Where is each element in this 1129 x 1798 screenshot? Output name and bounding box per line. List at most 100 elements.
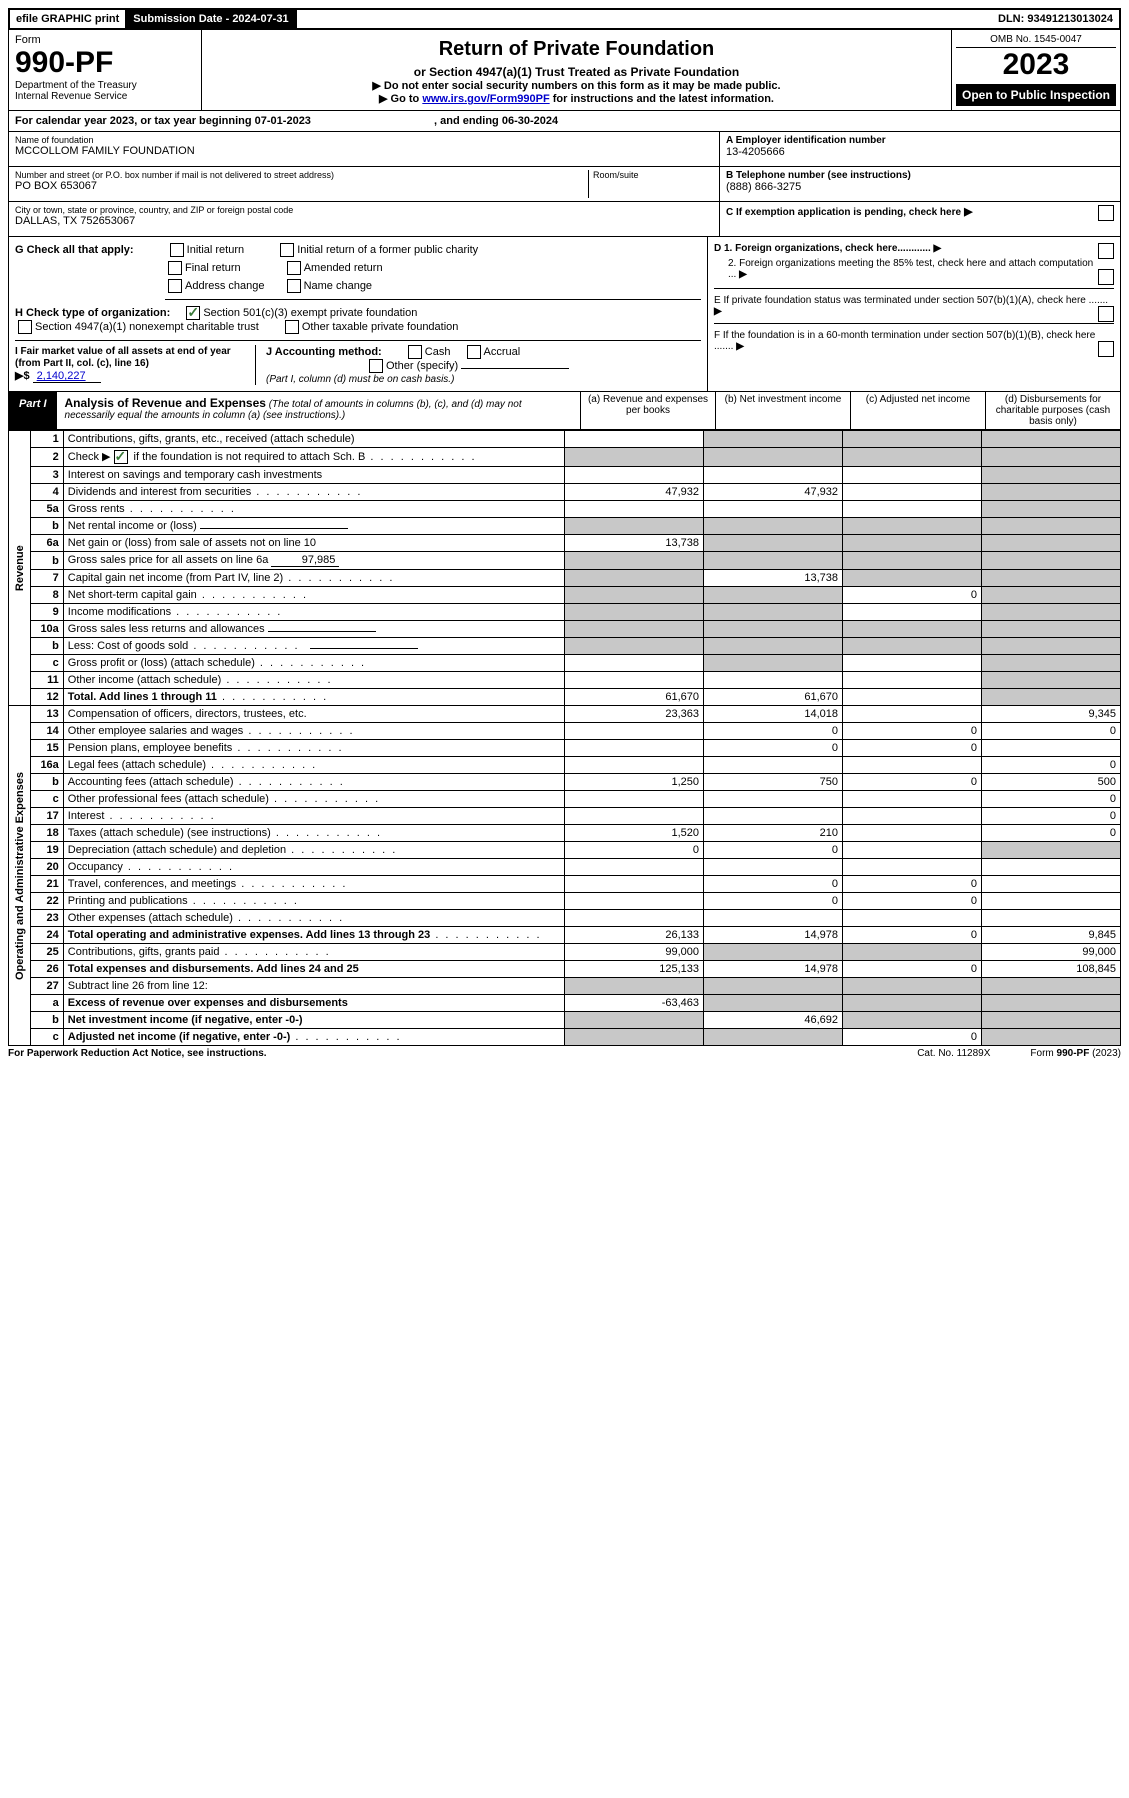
- table-row: bAccounting fees (attach schedule)1,2507…: [9, 774, 1121, 791]
- name-change-chk[interactable]: [287, 279, 301, 293]
- r16b-desc: Accounting fees (attach schedule): [68, 776, 234, 788]
- other-tax-chk[interactable]: [285, 320, 299, 334]
- r26-c: 0: [843, 961, 982, 978]
- r6b-desc: Gross sales price for all assets on line…: [68, 554, 269, 566]
- d1-chk[interactable]: [1098, 243, 1114, 259]
- r7-desc: Capital gain net income (from Part IV, l…: [68, 572, 283, 584]
- r17-d: 0: [982, 808, 1121, 825]
- r17-desc: Interest: [68, 810, 105, 822]
- dept: Department of the Treasury: [15, 80, 195, 91]
- r13-b: 14,018: [704, 706, 843, 723]
- table-row: 16aLegal fees (attach schedule)0: [9, 757, 1121, 774]
- r16b-a: 1,250: [565, 774, 704, 791]
- r27a-a: -63,463: [565, 995, 704, 1012]
- accrual-chk[interactable]: [467, 345, 481, 359]
- table-row: bNet investment income (if negative, ent…: [9, 1012, 1121, 1029]
- f-chk[interactable]: [1098, 341, 1114, 357]
- arrow-icon: ▶: [714, 306, 722, 317]
- r16b-d: 500: [982, 774, 1121, 791]
- r21-b: 0: [704, 876, 843, 893]
- other-specify-input[interactable]: [461, 368, 569, 369]
- c-checkbox[interactable]: [1098, 205, 1114, 221]
- g-initial-former: Initial return of a former public charit…: [297, 244, 478, 256]
- amended-chk[interactable]: [287, 261, 301, 275]
- h-other: Other taxable private foundation: [302, 321, 459, 333]
- table-row: 19Depreciation (attach schedule) and dep…: [9, 842, 1121, 859]
- table-row: 15Pension plans, employee benefits00: [9, 740, 1121, 757]
- form-header: Form 990-PF Department of the Treasury I…: [8, 30, 1121, 111]
- note2-pre: ▶ Go to: [379, 93, 422, 105]
- table-row: bGross sales price for all assets on lin…: [9, 552, 1121, 570]
- schb-chk[interactable]: [114, 450, 128, 464]
- note2: ▶ Go to www.irs.gov/Form990PF for instru…: [210, 92, 943, 105]
- r19-desc: Depreciation (attach schedule) and deple…: [68, 844, 286, 856]
- s501-chk[interactable]: [186, 306, 200, 320]
- r8-desc: Net short-term capital gain: [68, 589, 197, 601]
- r12-desc: Total. Add lines 1 through 11: [68, 691, 217, 703]
- calendar-year-row: For calendar year 2023, or tax year begi…: [8, 111, 1121, 132]
- cash-chk[interactable]: [408, 345, 422, 359]
- r2-post: if the foundation is not required to att…: [131, 451, 366, 463]
- address: PO BOX 653067: [15, 180, 588, 192]
- other-method-chk[interactable]: [369, 359, 383, 373]
- r4-b: 47,932: [704, 484, 843, 501]
- page-footer: For Paperwork Reduction Act Notice, see …: [8, 1048, 1121, 1059]
- final-return-chk[interactable]: [168, 261, 182, 275]
- r7-b: 13,738: [704, 570, 843, 587]
- g-address: Address change: [185, 280, 265, 292]
- instructions-link[interactable]: www.irs.gov/Form990PF: [422, 93, 549, 105]
- part1-title: Analysis of Revenue and Expenses: [65, 396, 266, 410]
- table-row: 26Total expenses and disbursements. Add …: [9, 961, 1121, 978]
- r5b-desc: Net rental income or (loss): [68, 520, 197, 532]
- r10b-input[interactable]: [310, 648, 418, 649]
- r10a-input[interactable]: [268, 631, 376, 632]
- fmv-value[interactable]: 2,140,227: [33, 370, 101, 383]
- cal-begin: 07-01-2023: [255, 115, 311, 127]
- d2-chk[interactable]: [1098, 269, 1114, 285]
- r23-desc: Other expenses (attach schedule): [68, 912, 233, 924]
- arrow-icon: ▶: [736, 341, 744, 352]
- h-label: H Check type of organization:: [15, 307, 170, 319]
- r25-d: 99,000: [982, 944, 1121, 961]
- j-accrual: Accrual: [484, 346, 521, 358]
- omb: OMB No. 1545-0047: [956, 34, 1116, 48]
- arrow-icon: ▶: [739, 269, 747, 280]
- e-chk[interactable]: [1098, 306, 1114, 322]
- table-row: 21Travel, conferences, and meetings00: [9, 876, 1121, 893]
- f-row: F If the foundation is in a 60-month ter…: [714, 323, 1114, 352]
- table-row: 25Contributions, gifts, grants paid99,00…: [9, 944, 1121, 961]
- r3-desc: Interest on savings and temporary cash i…: [63, 467, 564, 484]
- r24-desc: Total operating and administrative expen…: [68, 929, 430, 941]
- ij-row: I Fair market value of all assets at end…: [15, 341, 701, 385]
- h-row: H Check type of organization: Section 50…: [15, 300, 701, 341]
- g-label: G Check all that apply:: [15, 244, 134, 256]
- table-row: 18Taxes (attach schedule) (see instructi…: [9, 825, 1121, 842]
- table-row: aExcess of revenue over expenses and dis…: [9, 995, 1121, 1012]
- table-row: Operating and Administrative Expenses 13…: [9, 706, 1121, 723]
- d1-row: D 1. Foreign organizations, check here..…: [714, 243, 1114, 254]
- efile-label[interactable]: efile GRAPHIC print: [10, 10, 127, 28]
- r16c-desc: Other professional fees (attach schedule…: [68, 793, 269, 805]
- table-row: 10aGross sales less returns and allowanc…: [9, 621, 1121, 638]
- r13-a: 23,363: [565, 706, 704, 723]
- table-row: Revenue 1Contributions, gifts, grants, e…: [9, 431, 1121, 448]
- i-arrow: ▶$: [15, 370, 30, 382]
- r27a-desc: Excess of revenue over expenses and disb…: [68, 997, 348, 1009]
- initial-return-chk[interactable]: [170, 243, 184, 257]
- r5b-input[interactable]: [200, 528, 348, 529]
- foundation-name: MCCOLLOM FAMILY FOUNDATION: [15, 145, 713, 157]
- initial-former-chk[interactable]: [280, 243, 294, 257]
- form-word: Form: [15, 34, 195, 46]
- checks-section: G Check all that apply: Initial return I…: [8, 237, 1121, 392]
- s4947-chk[interactable]: [18, 320, 32, 334]
- address-change-chk[interactable]: [168, 279, 182, 293]
- r20-desc: Occupancy: [68, 861, 123, 873]
- r18-desc: Taxes (attach schedule) (see instruction…: [68, 827, 271, 839]
- part1-table: Revenue 1Contributions, gifts, grants, e…: [8, 430, 1121, 1046]
- r13-desc: Compensation of officers, directors, tru…: [63, 706, 564, 723]
- r12-a: 61,670: [565, 689, 704, 706]
- r22-c: 0: [843, 893, 982, 910]
- table-row: 7Capital gain net income (from Part IV, …: [9, 570, 1121, 587]
- col-a-hdr: (a) Revenue and expenses per books: [580, 392, 715, 429]
- r19-b: 0: [704, 842, 843, 859]
